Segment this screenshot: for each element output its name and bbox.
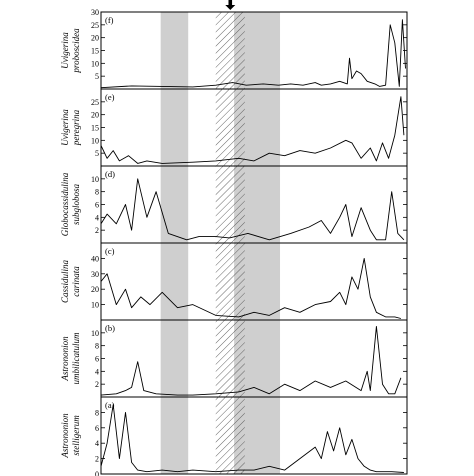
y-axis-label-line1: Cassidulina	[60, 259, 70, 303]
panel-a: 0 2 4 6 8 (a) Astrononion stelligerum	[60, 396, 408, 476]
y-tick-label: 8	[95, 188, 99, 197]
y-axis-label-line2: umbilicatulum	[71, 332, 81, 384]
y-tick-label: 5	[95, 72, 99, 81]
y-tick-label: 15	[91, 124, 99, 133]
y-tick-label: 6	[95, 355, 99, 364]
y-axis-label-line1: Astrononion	[60, 336, 70, 382]
series-line	[100, 257, 402, 319]
y-tick-label: 5	[95, 149, 99, 158]
y-tick-label: 2	[95, 380, 99, 389]
y-tick-label: 10	[91, 136, 99, 145]
y-axis-label-line2: carinata	[71, 266, 81, 297]
panel-letter: (c)	[105, 246, 115, 256]
y-tick-label: 4	[95, 213, 99, 222]
y-tick-label: 25	[91, 98, 99, 107]
y-tick-label: 40	[91, 254, 99, 263]
y-tick-label: 20	[91, 111, 99, 120]
panel-letter: (d)	[105, 169, 115, 179]
y-axis-label-line1: Uvigerina	[60, 109, 70, 146]
y-tick-label: 30	[91, 270, 99, 279]
y-tick-label: 10	[91, 59, 99, 68]
y-tick-label: 30	[91, 8, 99, 17]
y-tick-label: 10	[91, 301, 99, 310]
y-tick-label: 25	[91, 21, 99, 30]
y-axis-label-line2: peregrina	[71, 109, 81, 146]
y-tick-label: 0	[95, 470, 99, 476]
y-tick-label: 10	[91, 329, 99, 338]
panel-frame	[100, 396, 408, 475]
y-tick-label: 2	[95, 455, 99, 464]
y-axis-label-line2: proboscidea	[71, 28, 81, 74]
series-line	[100, 404, 404, 473]
series-line	[100, 96, 405, 164]
down-arrow-icon	[225, 0, 236, 10]
top-arrow-marker	[225, 0, 236, 10]
y-tick-label: 8	[95, 342, 99, 351]
panel-letter: (b)	[105, 323, 115, 333]
y-tick-label: 8	[95, 408, 99, 417]
y-axis-label-line1: Globocassidulina	[60, 172, 70, 236]
y-tick-label: 4	[95, 439, 99, 448]
y-tick-label: 6	[95, 424, 99, 433]
y-axis-label-line1: Uvigerina	[60, 32, 70, 69]
series-line	[100, 178, 405, 241]
y-tick-label: 4	[95, 367, 99, 376]
series-line	[100, 325, 402, 396]
y-tick-label: 20	[91, 34, 99, 43]
y-axis-label-line2: stelligerum	[71, 415, 81, 456]
panel-letter: (f)	[105, 15, 114, 25]
y-tick-label: 20	[91, 285, 99, 294]
series-line	[100, 19, 406, 89]
y-tick-label: 6	[95, 201, 99, 210]
y-tick-label: 2	[95, 226, 99, 235]
y-tick-label: 10	[91, 175, 99, 184]
panel-letter: (a)	[105, 400, 115, 410]
panel-letter: (e)	[105, 92, 115, 102]
y-tick-label: 15	[91, 47, 99, 56]
y-axis-label-line1: Astrononion	[60, 413, 70, 459]
y-axis-label-line2: subglobosa	[71, 184, 81, 226]
